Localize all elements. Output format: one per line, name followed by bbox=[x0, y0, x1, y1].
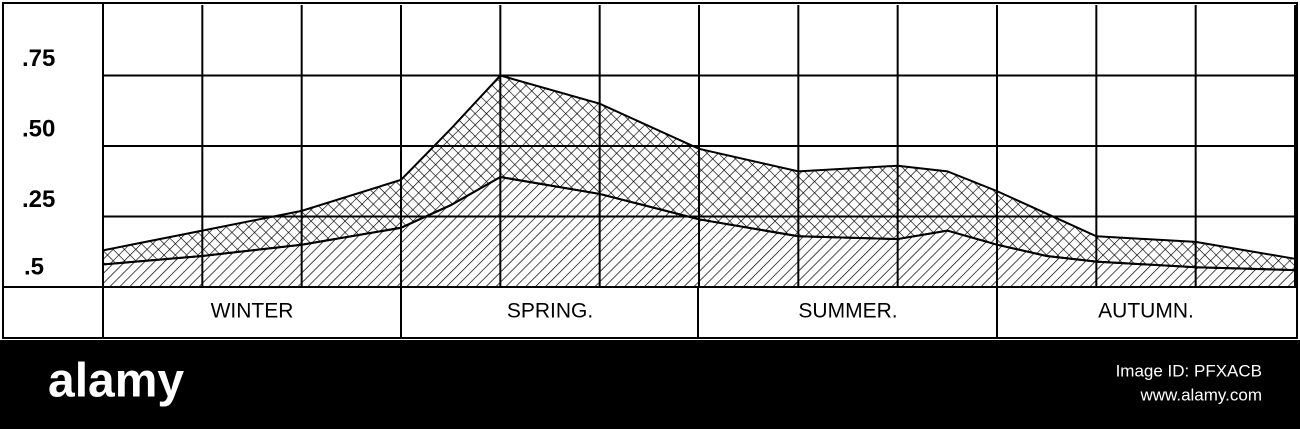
frame bbox=[2, 2, 1298, 339]
season-label: SUMMER. bbox=[798, 300, 897, 323]
watermark-url: www.alamy.com bbox=[1139, 385, 1262, 404]
y-tick-label: .75 bbox=[22, 45, 55, 72]
watermark-id: Image ID: PFXACB bbox=[1116, 361, 1262, 380]
watermark-brand: alamy bbox=[48, 355, 184, 408]
bottom-label: .5 bbox=[24, 253, 44, 280]
season-label: WINTER bbox=[211, 300, 294, 323]
watermark-bar bbox=[0, 340, 1300, 429]
y-tick-label: .50 bbox=[22, 115, 55, 142]
y-tick-label: .25 bbox=[22, 186, 55, 213]
season-label: AUTUMN. bbox=[1098, 300, 1194, 323]
season-label: SPRING. bbox=[507, 300, 593, 323]
plot bbox=[102, 5, 1296, 288]
